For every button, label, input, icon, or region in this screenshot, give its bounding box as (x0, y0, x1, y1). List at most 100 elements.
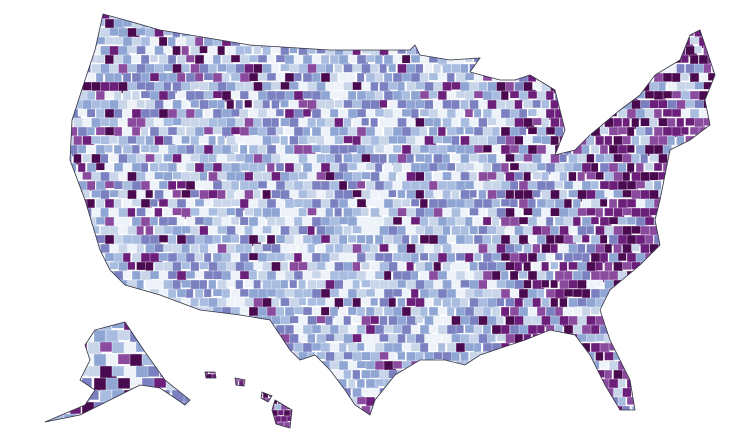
county (689, 270, 701, 281)
county (145, 99, 155, 111)
county (111, 413, 127, 422)
county (70, 54, 80, 64)
county (464, 108, 474, 118)
county (145, 315, 159, 324)
county (662, 270, 672, 280)
county (388, 99, 398, 109)
county (208, 379, 217, 388)
county (487, 45, 498, 56)
county (397, 243, 408, 254)
county (536, 360, 547, 370)
county (379, 387, 392, 399)
county (185, 324, 198, 334)
county (640, 387, 652, 400)
county (676, 153, 689, 165)
county (644, 270, 654, 280)
county (361, 261, 370, 270)
county (424, 369, 435, 380)
county (221, 18, 234, 27)
county (707, 234, 715, 243)
county (717, 415, 728, 426)
county (325, 207, 334, 218)
county (577, 387, 590, 398)
county (253, 63, 263, 74)
county (491, 90, 502, 101)
county (244, 207, 254, 216)
county (559, 351, 571, 364)
county (523, 45, 534, 56)
county (482, 306, 492, 317)
county (541, 369, 555, 378)
county (563, 18, 575, 29)
county (464, 378, 474, 387)
county (221, 342, 232, 352)
county (424, 405, 437, 415)
county (302, 306, 313, 316)
county (248, 324, 258, 334)
county (347, 18, 358, 29)
county (203, 198, 213, 207)
county (307, 405, 316, 414)
county (644, 18, 654, 28)
county (253, 369, 262, 381)
county (352, 27, 364, 38)
county (329, 54, 340, 65)
county (626, 72, 640, 81)
county (329, 36, 341, 48)
county (563, 54, 573, 66)
county (446, 18, 459, 28)
county (505, 27, 514, 39)
county (658, 117, 668, 127)
county (316, 243, 326, 255)
county (541, 405, 554, 414)
county (653, 270, 667, 280)
county (154, 315, 166, 326)
county (613, 261, 624, 273)
county (707, 126, 715, 139)
county (153, 401, 165, 417)
county (56, 352, 68, 363)
county (541, 351, 552, 363)
county (608, 54, 618, 67)
county (491, 360, 503, 370)
county (478, 351, 488, 363)
county (428, 36, 437, 46)
county (199, 171, 208, 181)
county (91, 261, 101, 271)
county (595, 261, 603, 271)
county (523, 405, 536, 414)
county (320, 396, 334, 407)
county (518, 54, 532, 65)
county (217, 409, 226, 416)
county (599, 198, 608, 207)
county (680, 360, 691, 371)
county (289, 171, 299, 181)
county (703, 315, 715, 324)
county (244, 14, 252, 21)
county (383, 252, 393, 264)
county (631, 279, 641, 289)
county (51, 341, 66, 356)
county (559, 333, 573, 346)
county (239, 90, 249, 100)
county (203, 378, 213, 387)
county (550, 207, 560, 217)
county (244, 427, 252, 428)
county (554, 360, 564, 372)
county (289, 387, 301, 398)
county (203, 324, 217, 335)
county (172, 207, 183, 216)
county (70, 126, 71, 139)
county (397, 14, 406, 22)
county (149, 306, 160, 318)
county (104, 108, 116, 118)
county (356, 288, 367, 299)
county (568, 369, 581, 382)
county (667, 333, 679, 346)
county (136, 225, 145, 237)
county (226, 14, 238, 19)
county (163, 117, 174, 127)
county (185, 270, 196, 279)
county (230, 198, 242, 207)
county (707, 306, 715, 316)
